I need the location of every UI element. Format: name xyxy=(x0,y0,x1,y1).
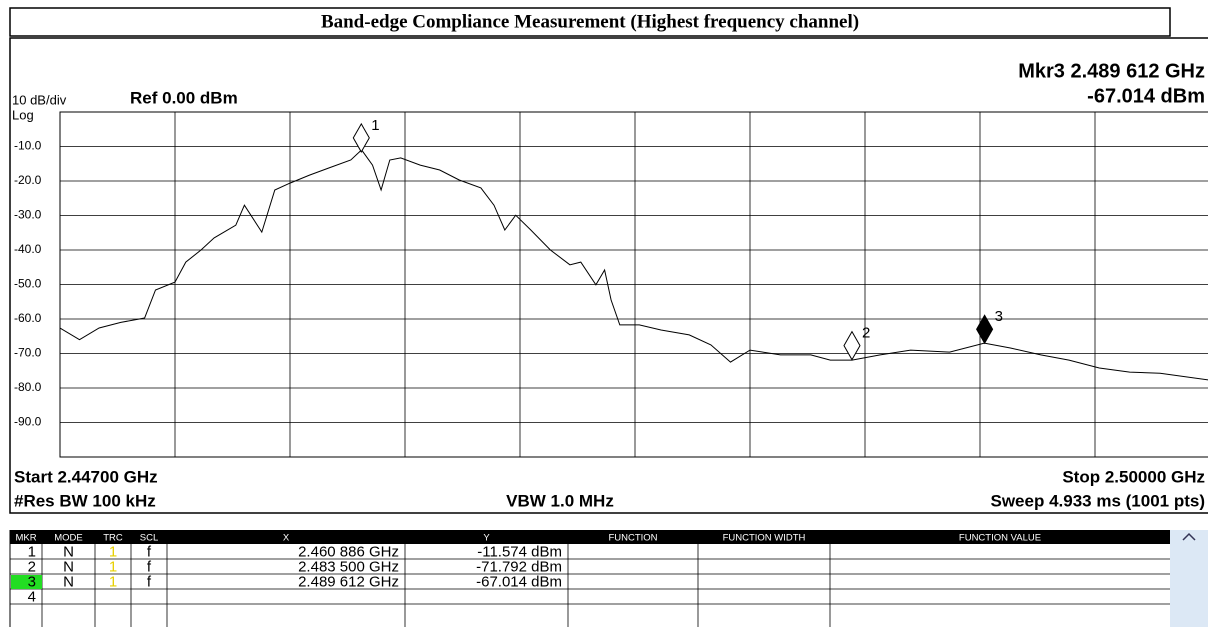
y-tick-label: -70.0 xyxy=(14,346,42,360)
table-cell: -71.792 dBm xyxy=(476,558,562,575)
y-tick-label: -10.0 xyxy=(14,139,42,153)
table-cell: 1 xyxy=(109,558,117,575)
column-header: SCL xyxy=(140,533,158,544)
table-cell: N xyxy=(63,558,74,575)
table-cell: f xyxy=(147,543,152,560)
y-tick-label: -40.0 xyxy=(14,242,42,256)
table-cell: f xyxy=(147,558,152,575)
y-tick-label: -50.0 xyxy=(14,277,42,291)
table-cell: -11.574 dBm xyxy=(477,543,562,560)
y-tick-label: -90.0 xyxy=(14,415,42,429)
column-header: FUNCTION VALUE xyxy=(959,533,1041,544)
marker-label: 3 xyxy=(995,308,1003,325)
y-tick-label: -20.0 xyxy=(14,173,42,187)
marker-diamond xyxy=(976,314,994,345)
table-cell: 1 xyxy=(28,543,36,560)
column-header: TRC xyxy=(103,533,123,544)
column-header: FUNCTION xyxy=(608,533,657,544)
table-cell: 2.489 612 GHz xyxy=(298,573,399,590)
table-cell: N xyxy=(63,573,74,590)
marker-diamond xyxy=(352,122,370,153)
marker-level: -67.014 dBm xyxy=(1087,85,1205,107)
title: Band-edge Compliance Measurement (Highes… xyxy=(321,11,859,32)
column-header: Y xyxy=(483,533,490,544)
table-cell: 2.460 886 GHz xyxy=(298,543,399,560)
active-marker-cell xyxy=(11,575,42,589)
column-header: MODE xyxy=(54,533,83,544)
sweep: Sweep 4.933 ms (1001 pts) xyxy=(990,491,1205,510)
y-tick-label: -30.0 xyxy=(14,208,42,222)
table-cell: 1 xyxy=(109,543,117,560)
y-tick-label: -60.0 xyxy=(14,311,42,325)
stop-freq: Stop 2.50000 GHz xyxy=(1062,467,1205,486)
scrollbar[interactable] xyxy=(1170,530,1208,627)
y-tick-label: -80.0 xyxy=(14,380,42,394)
start-freq: Start 2.44700 GHz xyxy=(14,467,158,486)
column-header: FUNCTION WIDTH xyxy=(723,533,806,544)
vbw: VBW 1.0 MHz xyxy=(506,491,614,510)
marker-diamond xyxy=(843,330,861,361)
column-header: X xyxy=(283,533,290,544)
table-cell: -67.014 dBm xyxy=(476,573,562,590)
scale: 10 dB/div xyxy=(12,92,67,107)
table-cell: 1 xyxy=(109,573,117,590)
ref-level: Ref 0.00 dBm xyxy=(130,88,238,107)
marker-readout: Mkr3 2.489 612 GHz xyxy=(1018,60,1205,82)
table-header-bg xyxy=(10,530,1170,544)
table-cell: 2.483 500 GHz xyxy=(298,558,399,575)
table-cell: N xyxy=(63,543,74,560)
table-cell: 4 xyxy=(28,588,36,605)
log-label: Log xyxy=(12,107,34,122)
title-box xyxy=(9,7,1171,37)
table-cell: f xyxy=(147,573,152,590)
trace xyxy=(60,149,1208,381)
table-cell: 2 xyxy=(28,558,36,575)
table-cell: 3 xyxy=(28,573,36,590)
marker-label: 1 xyxy=(371,117,379,134)
rbw: #Res BW 100 kHz xyxy=(14,491,156,510)
scroll-up[interactable] xyxy=(1182,532,1196,541)
marker-label: 2 xyxy=(862,325,870,342)
column-header: MKR xyxy=(15,533,36,544)
